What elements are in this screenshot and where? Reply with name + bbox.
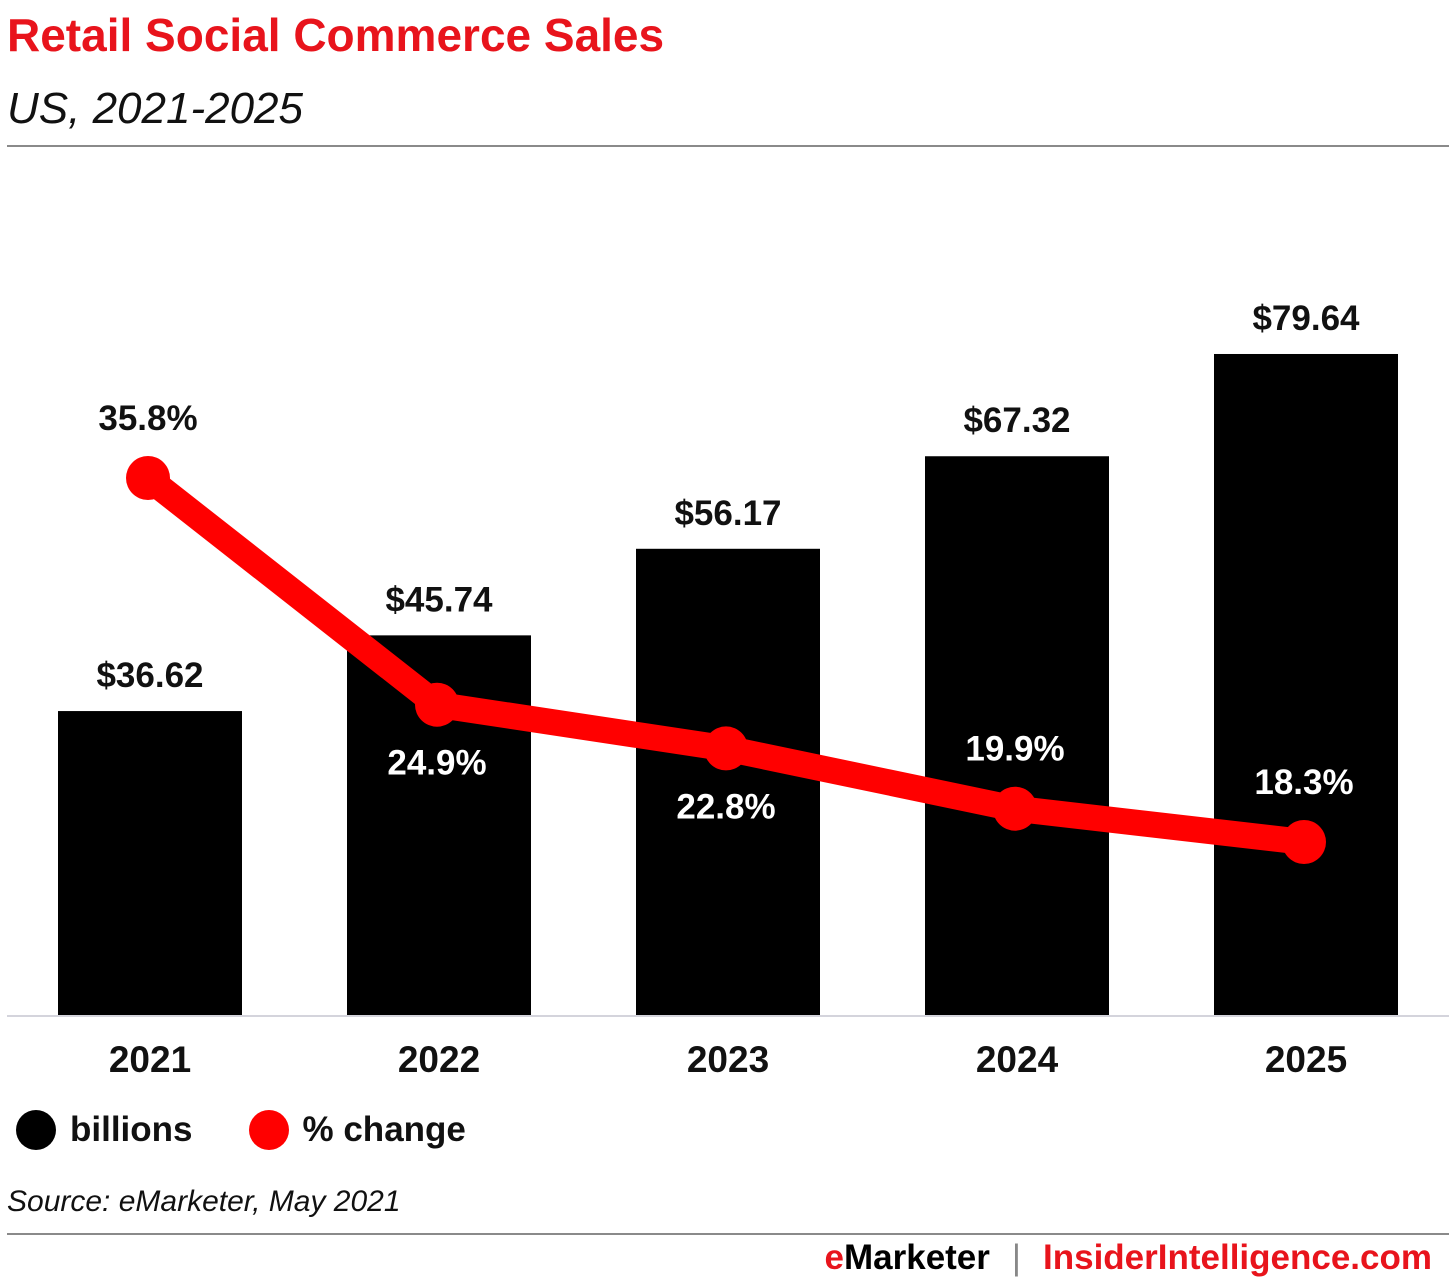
change-point-2021: [126, 456, 170, 500]
brand-marketer: Marketer: [843, 1238, 990, 1277]
change-label-2023: 22.8%: [676, 787, 775, 826]
x-tick-2025: 2025: [1265, 1039, 1347, 1080]
footer-separator: |: [1011, 1238, 1021, 1277]
chart-subtitle: US, 2021-2025: [7, 84, 303, 133]
legend-swatch-billions: [16, 1110, 56, 1150]
footer-brand: e Marketer | InsiderIntelligence.com: [825, 1238, 1432, 1278]
x-tick-2023: 2023: [687, 1039, 769, 1080]
bar-2023: [636, 548, 820, 1015]
change-point-2024: [993, 786, 1037, 831]
change-point-2022: [415, 682, 459, 727]
bar-label-2022: $45.74: [385, 580, 493, 619]
bar-label-2023: $56.17: [674, 494, 781, 533]
bottom-divider: [7, 1233, 1449, 1235]
bar-label-2025: $79.64: [1252, 299, 1360, 338]
bar-label-2021: $36.62: [96, 656, 203, 695]
change-label-2021: 35.8%: [98, 399, 197, 438]
bar-2024: [925, 456, 1109, 1015]
change-label-2025: 18.3%: [1254, 763, 1353, 802]
bar-label-2024: $67.32: [963, 401, 1070, 440]
legend-label-change: % change: [302, 1110, 466, 1149]
chart-title: Retail Social Commerce Sales: [7, 9, 665, 61]
bar-2021: [58, 711, 242, 1015]
legend-swatch-change: [248, 1110, 289, 1150]
change-point-2025: [1282, 820, 1326, 864]
bar-2025: [1214, 353, 1398, 1015]
x-tick-2022: 2022: [398, 1039, 480, 1080]
chart-svg: $36.62 2021 $45.74 2022 $56.17 2023 $67.32 2024…: [7, 299, 1449, 1080]
top-divider: [7, 145, 1449, 147]
legend: billions % change: [16, 1110, 466, 1150]
change-label-2022: 24.9%: [387, 744, 486, 783]
legend-label-billions: billions: [70, 1110, 193, 1149]
source-note: Source: eMarketer, May 2021: [7, 1185, 401, 1218]
footer-site: InsiderIntelligence.com: [1043, 1238, 1432, 1277]
brand-e: e: [824, 1238, 844, 1277]
change-point-2023: [704, 726, 748, 771]
change-label-2024: 19.9%: [965, 730, 1064, 769]
x-tick-2021: 2021: [109, 1039, 191, 1080]
x-tick-2024: 2024: [976, 1039, 1059, 1080]
